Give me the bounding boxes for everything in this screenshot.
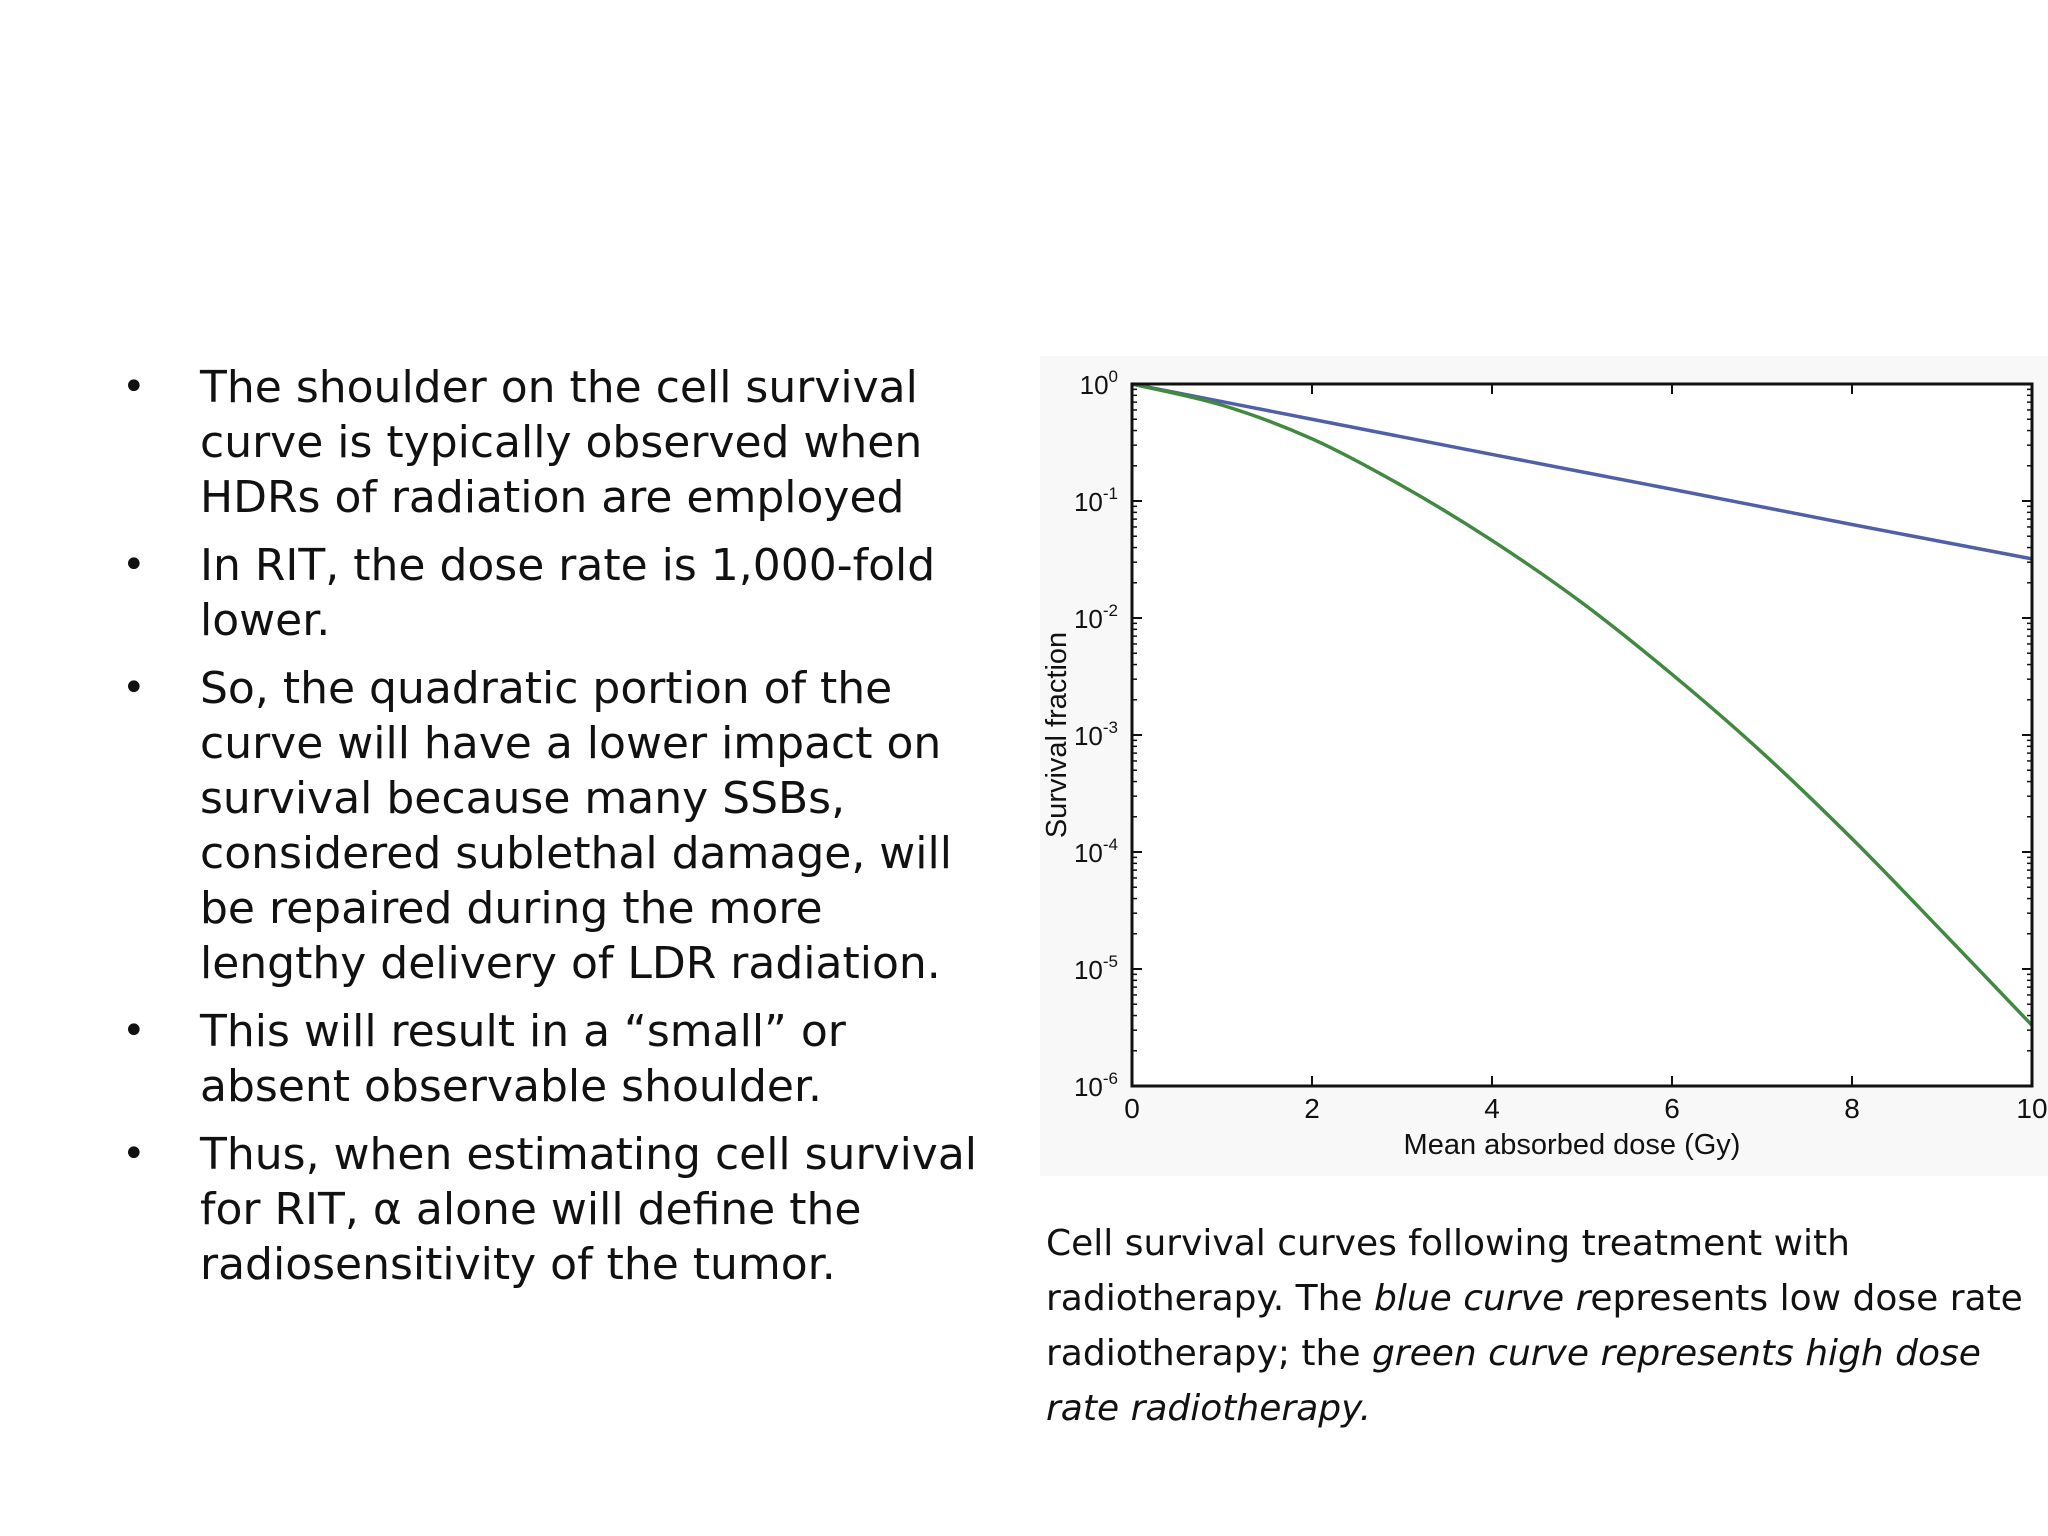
caption-text: Cell survival curves following treatment… (1046, 1223, 1850, 1319)
bullet-item: • Thus, when estimating cell survival fo… (118, 1127, 998, 1292)
x-tick-label: 4 (1484, 1093, 1500, 1124)
bullet-item: • So, the quadratic portion of the curve… (118, 661, 998, 991)
plot-frame (1130, 382, 2034, 1088)
y-tick-label: 10-3 (1074, 718, 1118, 751)
bullet-item: • This will result in a “small” or absen… (118, 1004, 998, 1114)
survival-chart: 0 2 4 6 8 10 100 10-1 10-2 10-3 10-4 10-5 10-6 Mean a… (1041, 367, 2048, 1161)
bullet-item: • The shoulder on the cell survival curv… (118, 360, 998, 525)
blue-curve (1131, 382, 2033, 561)
y-tick-label: 10-1 (1074, 484, 1118, 517)
caption-text: epresents low dose rate radiotherapy; th… (1046, 1278, 2023, 1374)
bullet-list: • The shoulder on the cell survival curv… (118, 360, 998, 1305)
x-tick-label: 0 (1124, 1093, 1140, 1124)
bullet-text: Thus, when estimating cell survival for … (200, 1129, 978, 1290)
bullet-text: In RIT, the dose rate is 1,000-fold lowe… (200, 540, 936, 646)
bullet-dot: • (122, 364, 146, 410)
y-tick-label: 10-6 (1074, 1069, 1118, 1102)
bullet-dot: • (122, 665, 146, 711)
bullet-text: So, the quadratic portion of the curve w… (200, 663, 952, 989)
x-tick-label: 2 (1304, 1093, 1320, 1124)
bullet-text: The shoulder on the cell survival curve … (200, 362, 923, 523)
y-tick-label: 100 (1080, 367, 1118, 400)
chart-panel: 0 2 4 6 8 10 100 10-1 10-2 10-3 10-4 10-5 10-6 Mean a… (1040, 356, 2048, 1176)
bullet-dot: • (122, 1008, 146, 1054)
plot-area (1132, 384, 2032, 1086)
y-axis-label: Survival fraction (1041, 632, 1073, 838)
caption-emphasis-green: green curve represents high dose rate ra… (1046, 1333, 1981, 1429)
green-curve (1131, 382, 2034, 1027)
y-tick-label: 10-5 (1074, 952, 1118, 985)
x-tick-label: 10 (2016, 1093, 2047, 1124)
y-tick-label: 10-4 (1074, 835, 1118, 868)
x-tick-label: 8 (1844, 1093, 1860, 1124)
caption-emphasis-blue: blue curve r (1374, 1278, 1591, 1319)
bullet-text: This will result in a “small” or absent … (200, 1006, 846, 1112)
chart-layer: 0 2 4 6 8 10 100 10-1 10-2 10-3 10-4 10-5 10-6 Mean a… (1041, 367, 2048, 1161)
x-tick-label: 6 (1664, 1093, 1680, 1124)
bullet-dot: • (122, 1131, 146, 1177)
bullet-dot: • (122, 542, 146, 588)
bullet-item: • In RIT, the dose rate is 1,000-fold lo… (118, 538, 998, 648)
y-tick-label: 10-2 (1074, 601, 1118, 634)
x-axis-label: Mean absorbed dose (Gy) (1404, 1129, 1741, 1161)
figure-caption: Cell survival curves following treatment… (1046, 1216, 2046, 1436)
